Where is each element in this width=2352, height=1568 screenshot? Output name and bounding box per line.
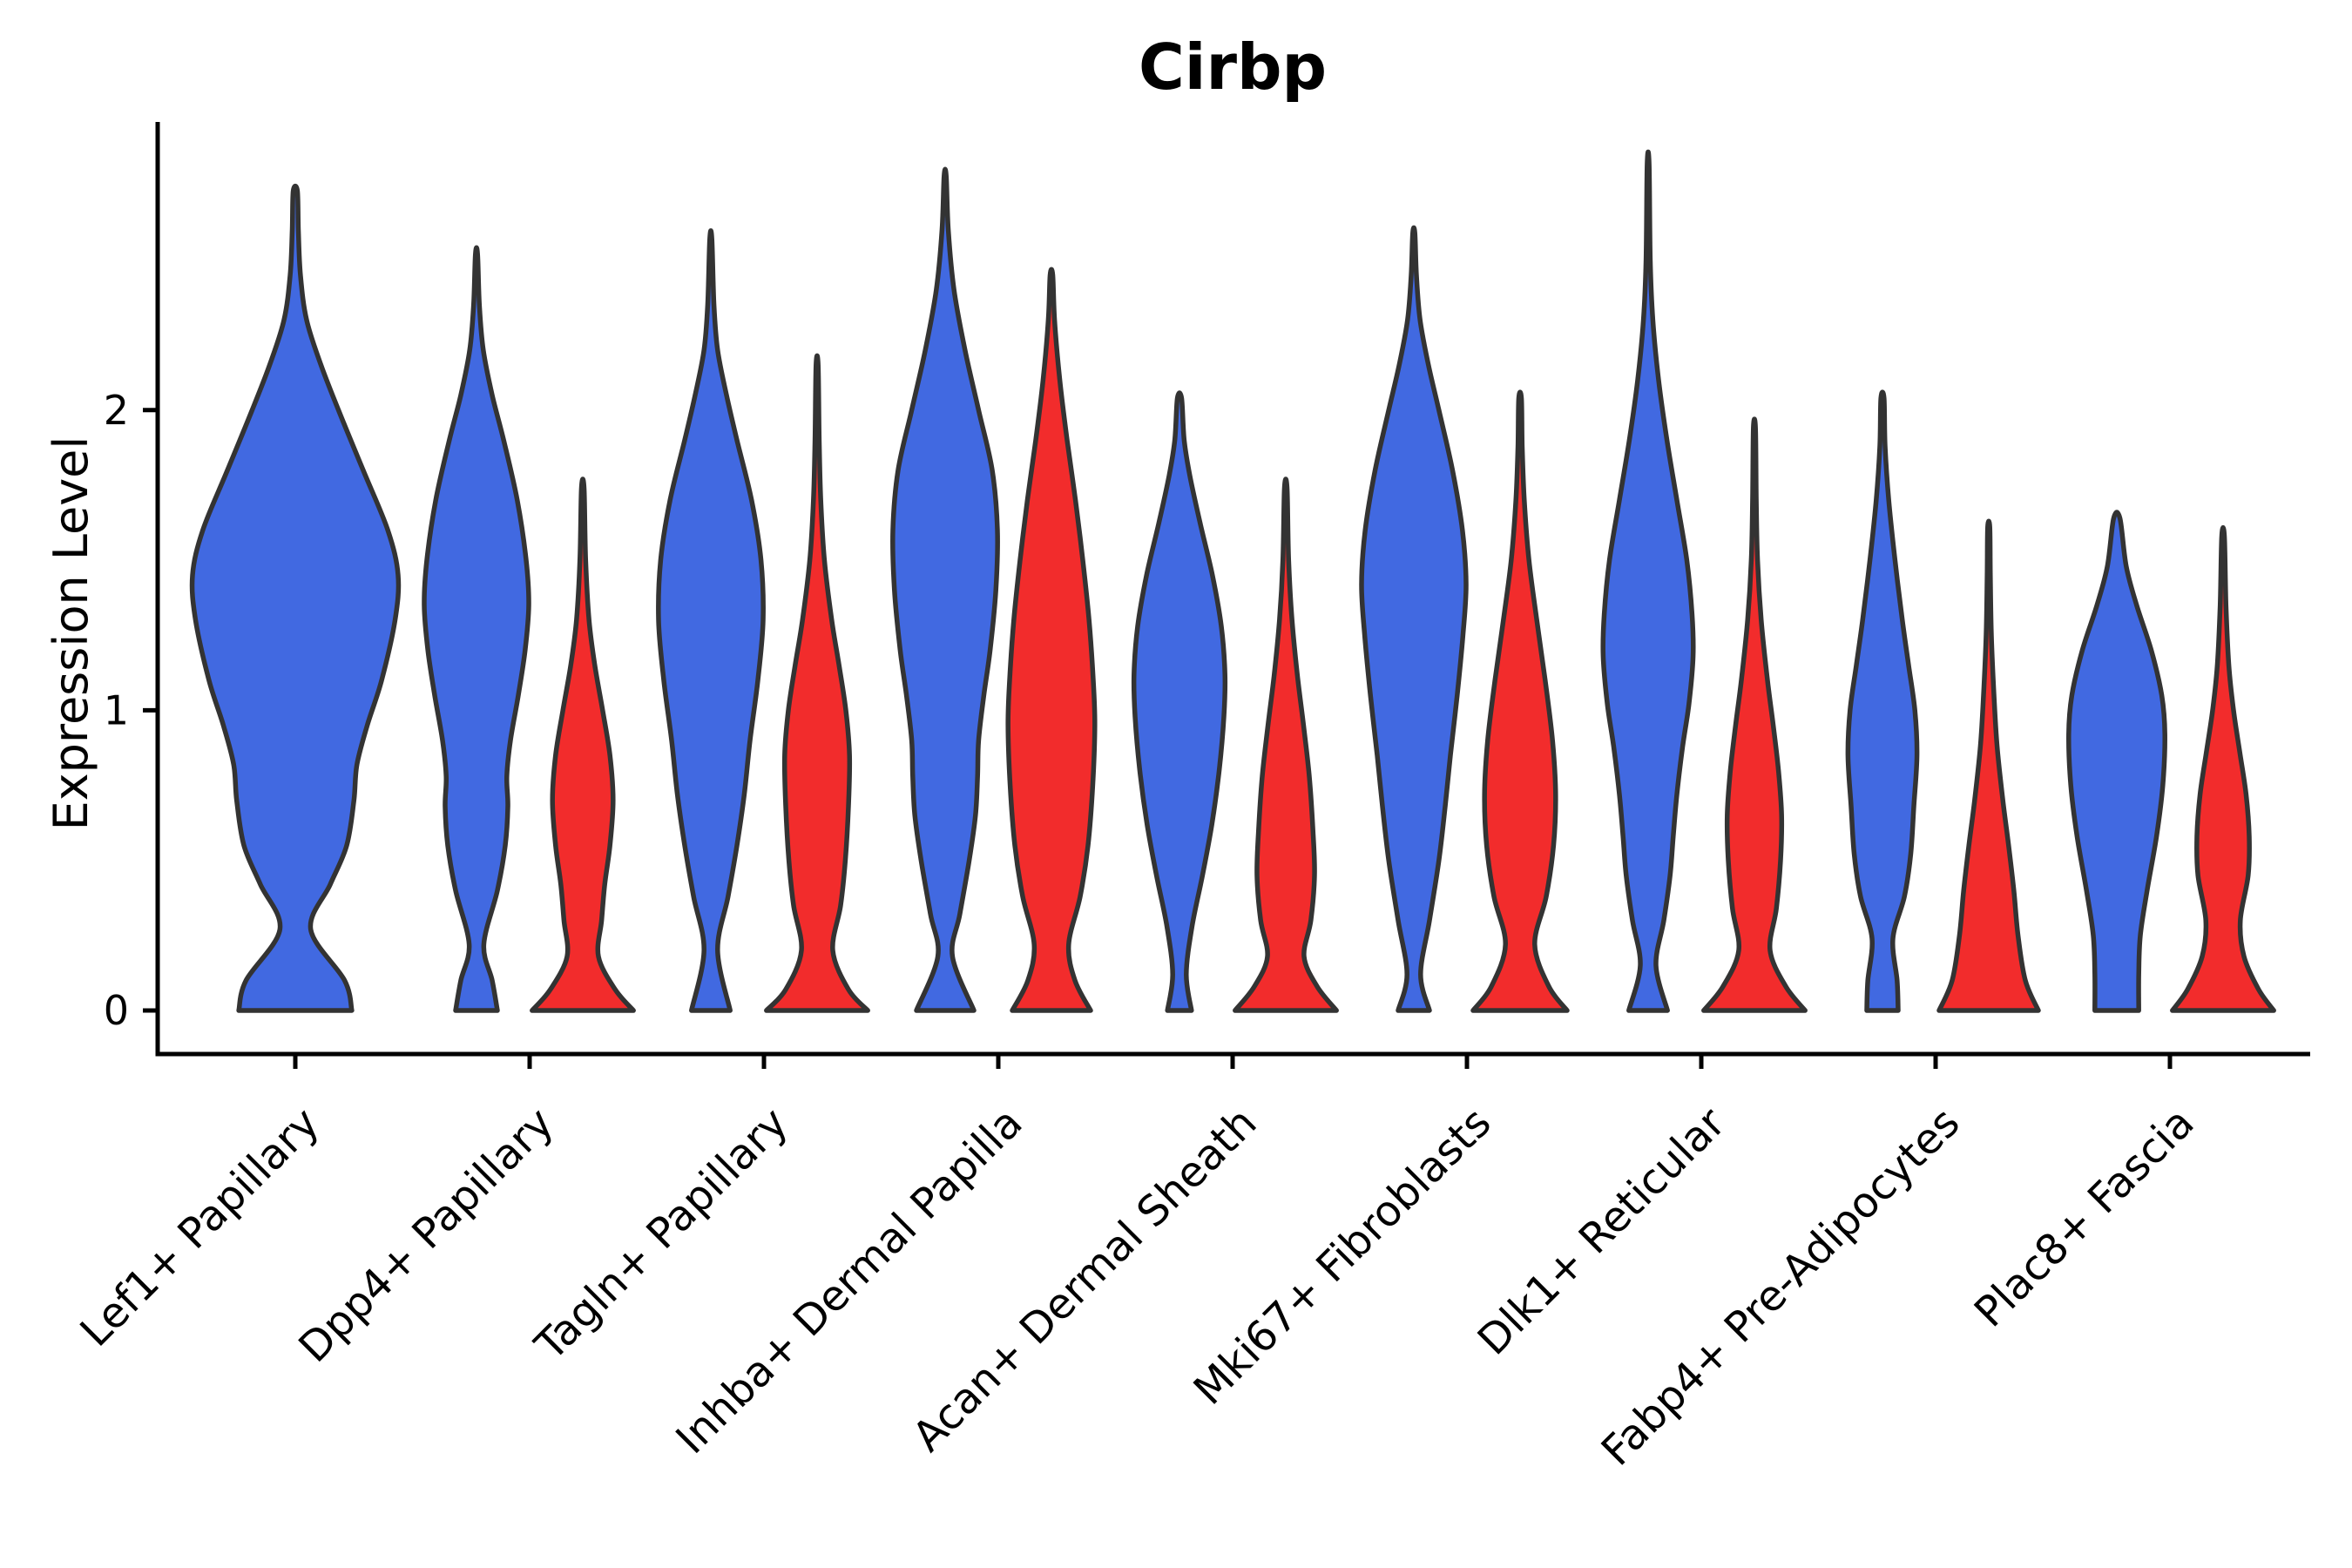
y-tick-label-1: 1	[104, 686, 129, 733]
violin-dlk1-reticular-blue	[1600, 149, 1696, 1013]
violin-dpp4-papillary-blue	[422, 245, 531, 1013]
violin-tagln-papillary-red	[764, 353, 870, 1013]
x-tick-label-tagln-papillary: Tagln+ Papillary	[525, 1098, 797, 1370]
x-tick-label-lef1-papillary: Lef1+ Papillary	[71, 1098, 329, 1356]
violin-dlk1-reticular-red	[1701, 416, 1808, 1013]
x-tick-label-dpp4-papillary: Dpp4+ Papillary	[289, 1098, 563, 1372]
y-tick-label-2: 2	[104, 387, 129, 434]
violin-mki67-fibroblasts-blue	[1359, 225, 1469, 1013]
violin-mki67-fibroblasts-red	[1470, 389, 1570, 1013]
violin-lef1-papillary-blue	[189, 183, 402, 1013]
violin-inhba-dermal-papilla-blue	[890, 166, 1000, 1013]
x-tick-label-plac8-fascia: Plac8+ Fascia	[1965, 1098, 2204, 1337]
violins	[189, 149, 2276, 1013]
plot-title: Cirbp	[1139, 30, 1327, 104]
violin-dpp4-papillary-red	[530, 476, 636, 1013]
violin-fabp4-pre-adipocytes-red	[1936, 518, 2041, 1013]
violin-plac8-fascia-red	[2170, 524, 2276, 1013]
violin-inhba-dermal-papilla-red	[1005, 267, 1098, 1013]
axes	[143, 122, 2310, 1069]
violin-tagln-papillary-blue	[656, 228, 766, 1013]
violin-fabp4-pre-adipocytes-blue	[1845, 389, 1920, 1013]
violin-acan-dermal-sheath-blue	[1131, 390, 1228, 1013]
violin-acan-dermal-sheath-red	[1233, 476, 1339, 1013]
y-axis-label: Expression Level	[44, 436, 98, 831]
axis-spines	[155, 122, 2310, 1057]
y-tick-label-0: 0	[104, 987, 129, 1034]
x-tick-label-dlk1-reticular: Dlk1+ Reticular	[1469, 1098, 1735, 1365]
violin-plac8-fascia-blue	[2066, 510, 2167, 1013]
